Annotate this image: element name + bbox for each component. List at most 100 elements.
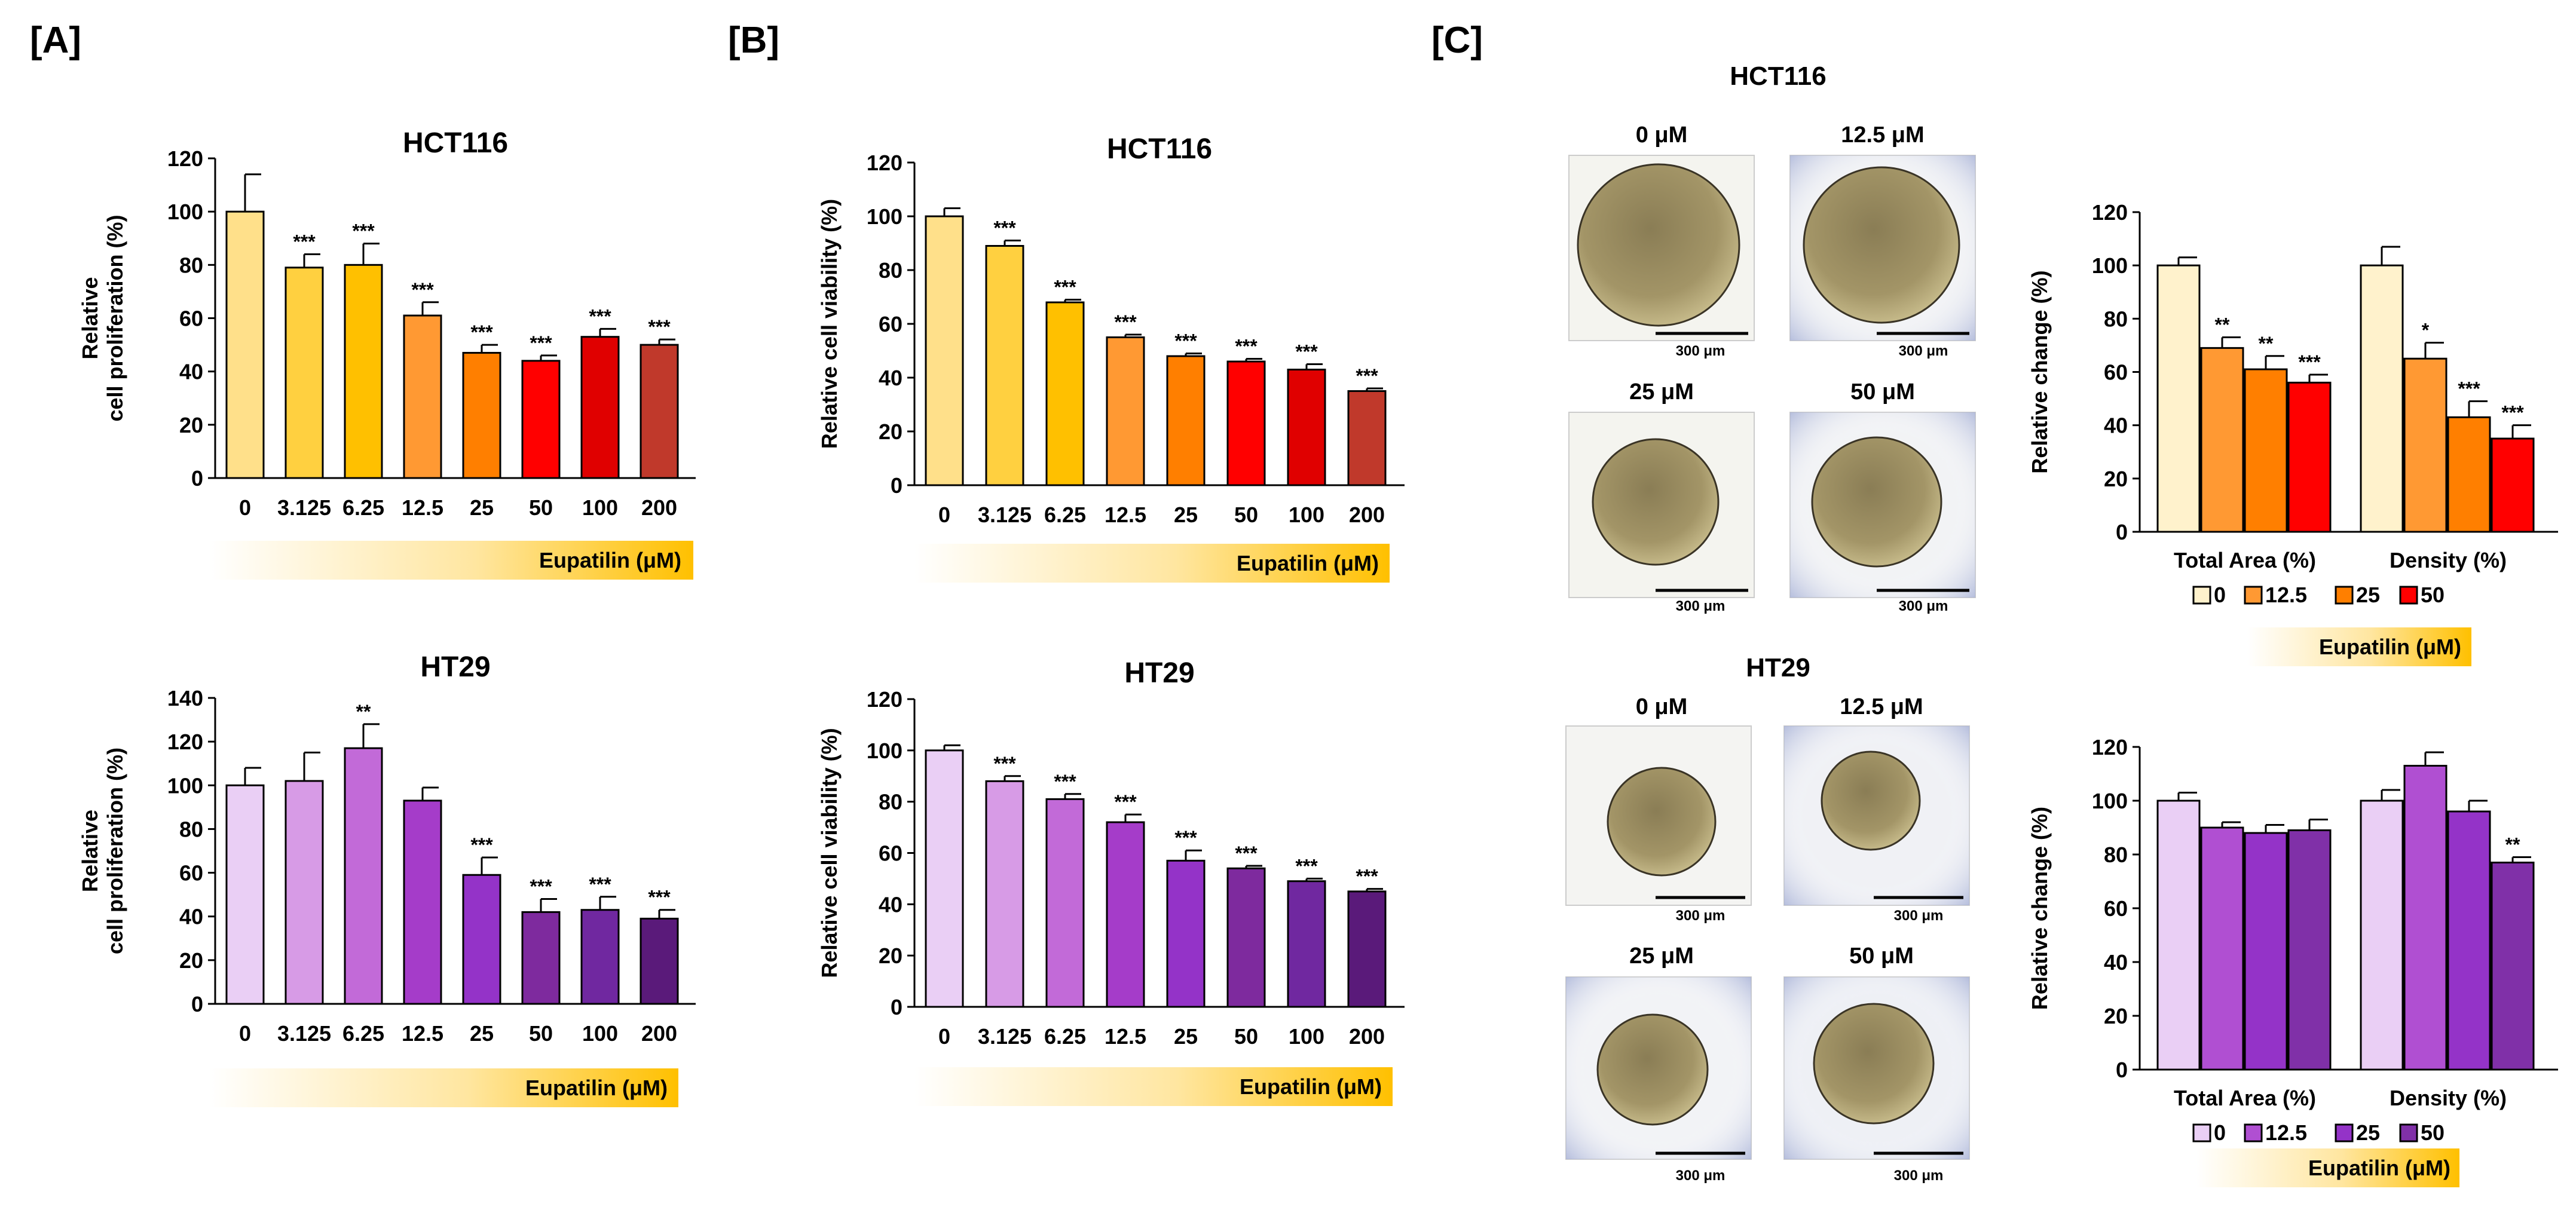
significance-label: *** xyxy=(1235,336,1258,357)
x-tick-label: 100 xyxy=(582,495,618,520)
bar: *** xyxy=(1045,771,1085,1008)
significance-label: *** xyxy=(993,753,1016,774)
y-tick-label: 100 xyxy=(2092,789,2128,813)
y-tick-label: 120 xyxy=(867,687,902,712)
y-tick-label: 0 xyxy=(2116,1058,2128,1082)
y-tick-label: 100 xyxy=(867,739,902,763)
y-tick-label: 20 xyxy=(879,419,902,444)
bar xyxy=(2287,819,2332,1071)
bar xyxy=(925,744,964,1008)
spheroid-label: 25 μM xyxy=(1629,944,1694,969)
bar-rect xyxy=(2447,416,2491,533)
bar-rect xyxy=(580,909,620,1005)
spheroid-label: 12.5 μM xyxy=(1841,122,1924,148)
bar-rect xyxy=(344,747,383,1005)
bar: *** xyxy=(1226,843,1266,1008)
legend-swatch xyxy=(2192,586,2211,605)
legend-label: 50 xyxy=(2421,1120,2445,1145)
y-tick-label: 20 xyxy=(179,413,203,437)
bar-rect xyxy=(2360,800,2404,1071)
legend-item: 0 xyxy=(2192,583,2226,607)
bar-rect xyxy=(2360,264,2404,533)
bar: *** xyxy=(284,231,324,479)
bar: *** xyxy=(2447,378,2491,533)
y-axis-label: Relative xyxy=(78,810,102,892)
bar: *** xyxy=(1166,330,1206,486)
bar: ** xyxy=(2491,834,2535,1071)
bar-rect xyxy=(1347,890,1387,1008)
x-tick-label: 3.125 xyxy=(978,503,1032,527)
significance-label: *** xyxy=(648,316,671,338)
y-axis-label: cell proliferation (%) xyxy=(103,748,127,954)
scale-bar-label: 300 μm xyxy=(1894,908,1944,924)
bar-rect xyxy=(1287,369,1326,486)
x-tick-label: 3.125 xyxy=(978,1024,1032,1049)
legend-swatch xyxy=(2244,586,2263,605)
legend-label: 25 xyxy=(2356,583,2380,607)
bar xyxy=(2244,824,2288,1071)
bar-rect xyxy=(344,264,383,479)
bar xyxy=(2156,256,2201,533)
y-axis-label: Relative change (%) xyxy=(2027,270,2052,473)
bar-rect xyxy=(2491,862,2535,1071)
x-tick-label: 0 xyxy=(239,1021,251,1046)
bar: ** xyxy=(2200,314,2244,533)
y-tick-label: 100 xyxy=(2092,253,2128,278)
spheroid-ht29-0um: 0 μM 300 μm xyxy=(1565,694,1752,924)
bar xyxy=(2200,821,2244,1071)
legend-item: 25 xyxy=(2335,583,2380,607)
x-tick-label: 25 xyxy=(470,1021,494,1046)
scale-bar-label: 300 μm xyxy=(1676,598,1726,614)
gradient-bar-label: Eupatilin (μM) xyxy=(539,548,681,572)
y-tick-label: 120 xyxy=(2092,200,2128,225)
significance-label: *** xyxy=(470,321,493,343)
x-tick-label: 25 xyxy=(1174,1024,1198,1049)
gradient-bar-label: Eupatilin (μM) xyxy=(2319,635,2461,659)
gradient-bar-b-top: Eupatilin (μM) xyxy=(914,544,1390,583)
legend-item: 25 xyxy=(2335,1120,2380,1145)
bar-rect xyxy=(2200,826,2244,1071)
legend-item: 0 xyxy=(2192,1120,2226,1145)
bar: *** xyxy=(580,305,620,479)
bar: *** xyxy=(521,332,561,479)
legend-swatch xyxy=(2335,1123,2354,1142)
x-tick-label: 25 xyxy=(470,495,494,520)
gradient-bar-c-bottom: Eupatilin (μM) xyxy=(2196,1148,2459,1187)
bar-rect xyxy=(2200,347,2244,533)
y-tick-label: 0 xyxy=(891,995,902,1019)
bar-rect xyxy=(2244,832,2288,1071)
legend-swatch xyxy=(2244,1123,2263,1142)
x-tick-label: 6.25 xyxy=(342,495,384,520)
bar-rect xyxy=(284,267,324,479)
y-tick-label: 60 xyxy=(879,841,902,866)
gradient-bar-label: Eupatilin (μM) xyxy=(1240,1074,1382,1099)
y-tick-label: 60 xyxy=(2104,360,2128,385)
significance-label: *** xyxy=(411,279,434,301)
y-tick-label: 120 xyxy=(867,151,902,175)
chart-a-top-hct116-proliferation: HCT116 0 20 40 60 80 100 120 Relative cell prolif… xyxy=(78,127,696,520)
significance-label: *** xyxy=(993,218,1016,239)
spheroid-label: 0 μM xyxy=(1636,122,1688,148)
bar-rect xyxy=(521,911,561,1005)
y-tick-label: 40 xyxy=(2104,413,2128,438)
y-tick-label: 120 xyxy=(2092,735,2128,759)
chart-title: HCT116 xyxy=(403,127,508,159)
bar-rect xyxy=(462,874,501,1005)
x-group-label: Total Area (%) xyxy=(2174,548,2316,572)
x-tick-label: 200 xyxy=(1349,503,1385,527)
bar-rect xyxy=(580,336,620,479)
legend-item: 12.5 xyxy=(2244,583,2307,607)
bar-rect xyxy=(284,780,324,1005)
y-tick-label: 20 xyxy=(179,948,203,973)
spheroid-label: 12.5 μM xyxy=(1840,694,1923,719)
bar xyxy=(2360,246,2404,533)
significance-label: *** xyxy=(293,231,316,253)
bar-rect xyxy=(1287,880,1326,1008)
bar-rect xyxy=(1045,798,1085,1008)
bar: *** xyxy=(640,316,679,479)
bar: *** xyxy=(1287,855,1326,1008)
bar: *** xyxy=(1347,866,1387,1008)
bar-rect xyxy=(2491,437,2535,533)
x-tick-label: 50 xyxy=(1234,503,1258,527)
chart-title: HT29 xyxy=(1124,657,1194,689)
